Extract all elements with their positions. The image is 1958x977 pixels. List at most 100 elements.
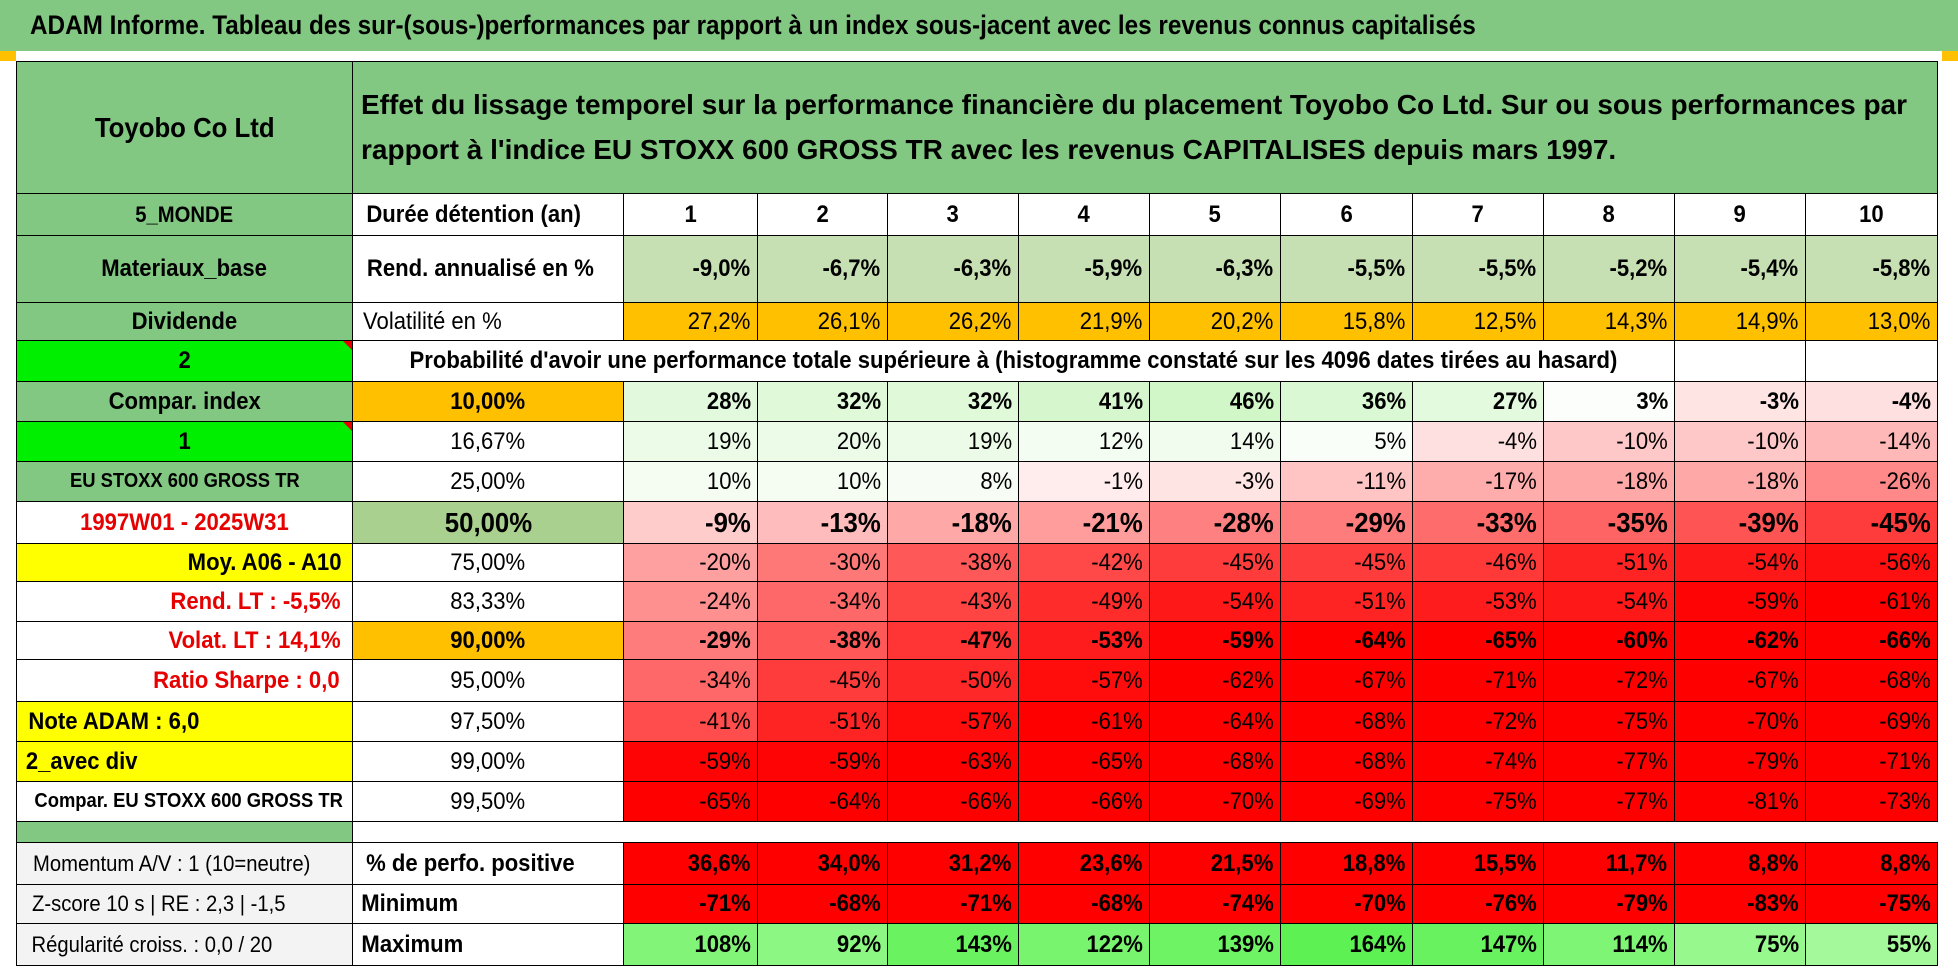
probability-value: -28% <box>1150 502 1281 544</box>
stat-value-text: -71% <box>960 890 1012 917</box>
probability-value: -72% <box>1413 702 1544 742</box>
stat-value: -75% <box>1806 885 1938 924</box>
stat-value: 11,7% <box>1544 843 1675 885</box>
rend-value-text: -6,7% <box>822 255 881 282</box>
sector-label-text: Materiaux_base <box>101 255 268 282</box>
probability-value: 10% <box>624 462 758 502</box>
probability-value-text: -62% <box>1747 626 1799 654</box>
stat-value-text: 31,2% <box>948 849 1012 877</box>
probability-value-text: -71% <box>1485 666 1537 694</box>
probability-value: -9% <box>624 502 758 544</box>
probability-value: -42% <box>1019 544 1150 582</box>
probability-value: -68% <box>1281 742 1413 782</box>
probability-value-text: -54% <box>1747 548 1799 576</box>
probability-value-text: -45% <box>1354 548 1406 576</box>
probability-value: 19% <box>888 422 1019 462</box>
stat-value-text: 114% <box>1612 930 1668 958</box>
value-one: 1 <box>16 422 353 462</box>
probability-value-text: -66% <box>1879 626 1931 654</box>
probability-value: -57% <box>888 702 1019 742</box>
vol-value-text: 15,8% <box>1342 307 1406 335</box>
probability-value: -72% <box>1544 660 1675 702</box>
probability-value: -56% <box>1806 544 1938 582</box>
probability-title: Probabilité d'avoir une performance tota… <box>353 341 1675 382</box>
stat-value-text: 23,6% <box>1079 849 1143 877</box>
rend-value-text: -5,5% <box>1347 255 1406 282</box>
company-name: Toyobo Co Ltd <box>16 61 353 194</box>
probability-value: -81% <box>1675 782 1806 822</box>
probability-value-text: -1% <box>1104 467 1144 495</box>
probability-value-text: -63% <box>960 747 1012 775</box>
probability-value: -47% <box>888 622 1019 660</box>
probability-value-text: 3% <box>1636 387 1669 415</box>
rend-value: -5,4% <box>1675 236 1806 303</box>
left-accent-mark <box>0 51 16 61</box>
probability-value-text: 27% <box>1492 387 1538 415</box>
value-two-text: 2 <box>178 347 191 374</box>
vol-value: 27,2% <box>624 303 758 341</box>
holding-label-text: Durée détention (an) <box>366 200 582 228</box>
holding-year: 10 <box>1806 194 1938 236</box>
sharpe-label-text: Ratio Sharpe : 0,0 <box>153 666 340 694</box>
vol-value-text: 13,0% <box>1867 307 1931 335</box>
probability-value: -63% <box>888 742 1019 782</box>
probability-threshold-text: 75,00% <box>450 548 526 576</box>
stat-indicator: Momentum A/V : 1 (10=neutre) <box>16 843 353 885</box>
vol-value-text: 14,3% <box>1604 307 1668 335</box>
stat-value-text: 11,7% <box>1605 849 1668 877</box>
stat-value: -71% <box>624 885 758 924</box>
probability-value-text: -67% <box>1747 666 1799 694</box>
probability-value: -66% <box>1019 782 1150 822</box>
rend-value-text: -6,3% <box>953 255 1012 282</box>
probability-value-text: 19% <box>706 427 752 455</box>
vol-value-text: 26,1% <box>817 307 881 335</box>
vol-label-text: Volatilité en % <box>363 307 502 335</box>
rend-value: -5,8% <box>1806 236 1938 303</box>
probability-value: -65% <box>1413 622 1544 660</box>
vol-value: 20,2% <box>1150 303 1281 341</box>
probability-value: -64% <box>1150 702 1281 742</box>
probability-value: -59% <box>1675 582 1806 622</box>
stat-value: -71% <box>888 885 1019 924</box>
holding-year: 8 <box>1544 194 1675 236</box>
probability-value-text: -57% <box>1091 666 1143 694</box>
vol-value-text: 20,2% <box>1210 307 1274 335</box>
probability-value-text: -73% <box>1879 787 1931 815</box>
probability-value-text: -28% <box>1213 506 1274 538</box>
stat-value-text: 143% <box>955 930 1012 958</box>
report-title: ADAM Informe. Tableau des sur-(sous-)per… <box>30 10 1476 40</box>
vol-value: 26,1% <box>758 303 888 341</box>
stat-value-text: -75% <box>1879 890 1931 917</box>
probability-value-text: -10% <box>1747 427 1799 455</box>
probability-threshold-text: 97,50% <box>450 707 526 735</box>
probability-value-text: 36% <box>1361 387 1407 415</box>
average-label: Moy. A06 - A10 <box>16 544 353 582</box>
probability-value: -41% <box>624 702 758 742</box>
probability-value: -75% <box>1544 702 1675 742</box>
probability-value: -18% <box>1544 462 1675 502</box>
holding-year-text: 2 <box>816 200 829 228</box>
probability-value: -69% <box>1281 782 1413 822</box>
probability-value-text: -68% <box>1354 747 1406 775</box>
probability-value-text: -77% <box>1616 787 1668 815</box>
probability-value-text: 28% <box>706 387 752 415</box>
stat-indicator-text: Momentum A/V : 1 (10=neutre) <box>33 850 311 876</box>
probability-value-text: -65% <box>1091 747 1143 775</box>
stat-value: 75% <box>1675 924 1806 966</box>
probability-value-text: -21% <box>1082 506 1143 538</box>
right-accent-mark <box>1942 51 1958 61</box>
rend-lt-label-text: Rend. LT : -5,5% <box>170 587 341 615</box>
rend-value-text: -5,2% <box>1609 255 1668 282</box>
probability-value-text: -26% <box>1879 467 1931 495</box>
probability-value-text: -64% <box>1354 626 1406 654</box>
probability-threshold: 97,50% <box>353 702 624 742</box>
probability-threshold-text: 99,50% <box>450 787 526 815</box>
probability-value: -14% <box>1806 422 1938 462</box>
stat-value: 23,6% <box>1019 843 1150 885</box>
probability-value-text: -34% <box>829 587 881 615</box>
probability-threshold-text: 25,00% <box>450 467 526 495</box>
stat-label-text: Minimum <box>361 890 459 917</box>
probability-value: -70% <box>1675 702 1806 742</box>
probability-value: -46% <box>1413 544 1544 582</box>
stat-value: 55% <box>1806 924 1938 966</box>
